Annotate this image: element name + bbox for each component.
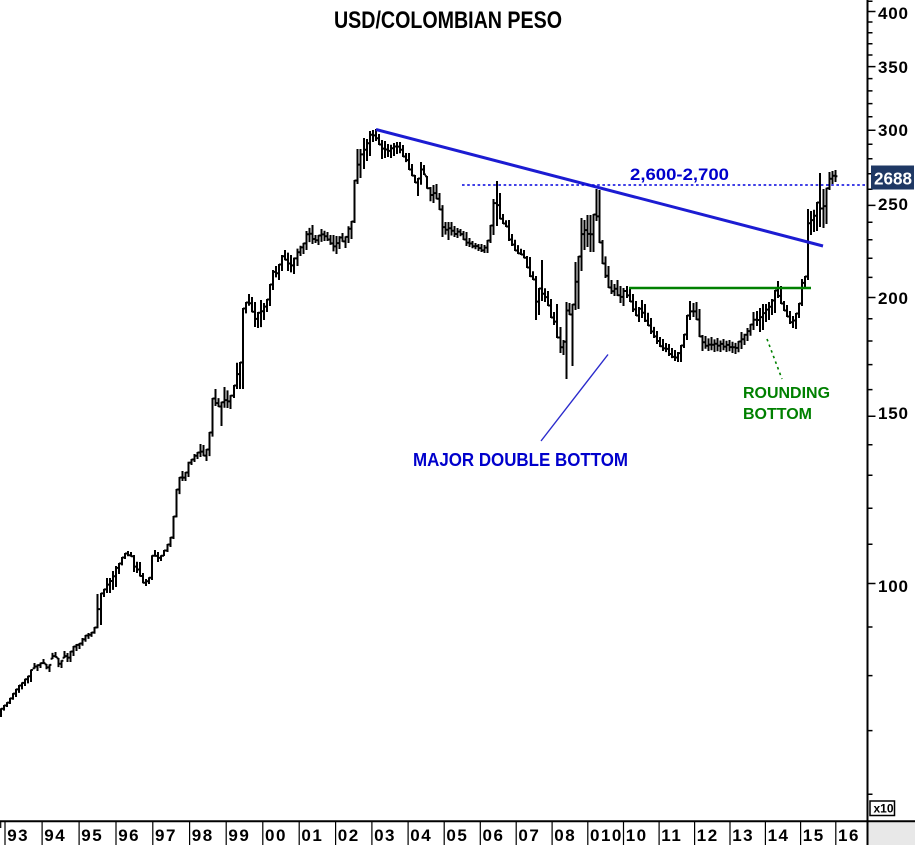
- svg-text:05: 05: [446, 826, 468, 845]
- svg-text:95: 95: [81, 826, 103, 845]
- svg-text:ROUNDING: ROUNDING: [743, 385, 830, 402]
- svg-text:x10: x10: [874, 802, 894, 816]
- svg-text:04: 04: [410, 826, 432, 845]
- svg-text:300: 300: [878, 121, 909, 140]
- svg-text:10: 10: [626, 826, 648, 845]
- svg-text:MAJOR DOUBLE BOTTOM: MAJOR DOUBLE BOTTOM: [413, 450, 628, 470]
- svg-text:13: 13: [732, 826, 754, 845]
- svg-text:94: 94: [44, 826, 66, 845]
- svg-text:02: 02: [338, 826, 360, 845]
- svg-text:03: 03: [374, 826, 396, 845]
- svg-text:06: 06: [483, 826, 505, 845]
- svg-text:010: 010: [590, 826, 623, 845]
- svg-text:00: 00: [265, 826, 287, 845]
- svg-text:200: 200: [878, 289, 909, 308]
- svg-text:12: 12: [697, 826, 719, 845]
- svg-text:16: 16: [838, 826, 860, 845]
- svg-text:BOTTOM: BOTTOM: [743, 406, 812, 423]
- svg-text:15: 15: [803, 826, 825, 845]
- svg-text:14: 14: [768, 826, 790, 845]
- svg-text:97: 97: [155, 826, 177, 845]
- svg-text:100: 100: [878, 577, 909, 596]
- svg-text:01: 01: [301, 826, 323, 845]
- svg-text:99: 99: [228, 826, 250, 845]
- svg-text:11: 11: [661, 826, 682, 845]
- svg-text:150: 150: [878, 404, 909, 423]
- svg-text:98: 98: [192, 826, 214, 845]
- svg-text:400: 400: [878, 4, 909, 23]
- svg-text:93: 93: [7, 826, 29, 845]
- svg-text:2688: 2688: [874, 169, 912, 189]
- svg-text:350: 350: [878, 58, 909, 77]
- svg-text:07: 07: [518, 826, 540, 845]
- svg-text:USD/COLOMBIAN PESO: USD/COLOMBIAN PESO: [334, 7, 562, 34]
- svg-text:250: 250: [878, 195, 909, 214]
- svg-text:2,600-2,700: 2,600-2,700: [630, 165, 729, 184]
- svg-text:96: 96: [118, 826, 140, 845]
- svg-text:08: 08: [554, 826, 576, 845]
